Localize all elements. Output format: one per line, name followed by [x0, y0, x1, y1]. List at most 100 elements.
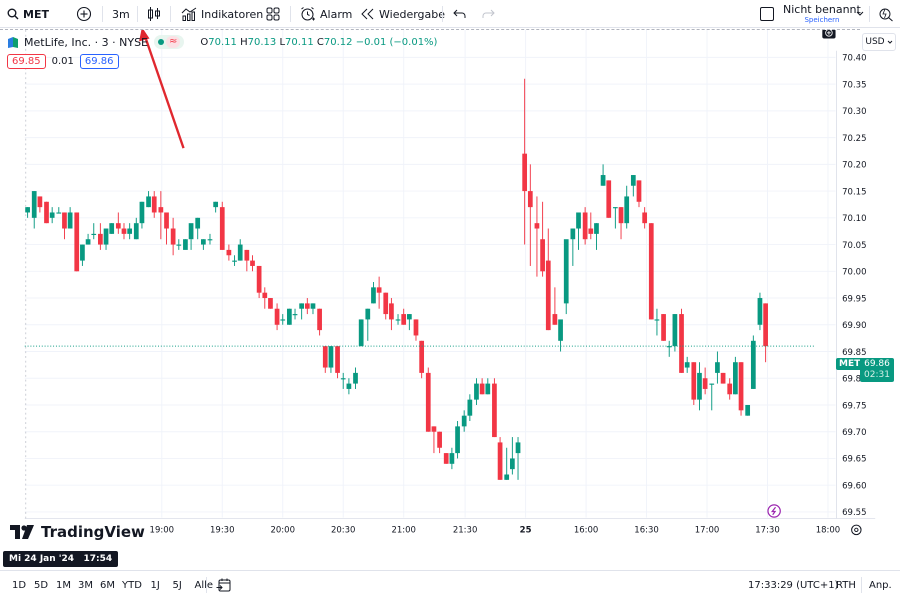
time-tick-label: 20:30 [331, 526, 356, 536]
candle [702, 367, 708, 395]
alert-button[interactable]: Alarm [300, 0, 352, 28]
candle [219, 201, 225, 250]
candle [286, 308, 292, 325]
chart-type-button[interactable] [147, 0, 161, 28]
layout-menu-chevron[interactable] [856, 0, 864, 28]
candle [44, 201, 49, 224]
candle [232, 255, 237, 266]
high-value: 70.13 [247, 36, 277, 48]
price-chart[interactable]: 70.40 70.35 70.30 70.25 70.20 70.15 70.10 70.05… [0, 30, 900, 545]
candle [207, 233, 213, 245]
close-value: 70.12 [323, 36, 353, 48]
checkbox-icon [760, 7, 774, 21]
price-tick-label: 70.20 [842, 161, 866, 171]
candle [576, 212, 581, 250]
candle [534, 196, 540, 277]
layout-name-button[interactable]: Nicht benannt Speichern [783, 0, 861, 28]
goto-date-button[interactable] [216, 571, 232, 599]
price-tick-label: 69.55 [842, 508, 866, 518]
currency-label: USD [865, 37, 885, 47]
range-button-1j[interactable]: 1J [150, 579, 160, 591]
price-axis[interactable]: 70.40 70.35 70.30 70.25 70.20 70.15 70.10 70.05… [842, 54, 866, 519]
range-button-5d[interactable]: 5D [34, 579, 49, 591]
clock-timezone-button[interactable]: 17:33:29 (UTC+1) [748, 571, 838, 599]
candle [630, 175, 636, 197]
candle [738, 362, 744, 416]
templates-button[interactable] [266, 0, 280, 28]
clock-label: 17:33:29 (UTC+1) [748, 579, 839, 591]
currency-selector[interactable]: USD [862, 33, 896, 51]
time-tick-label: 16:30 [634, 526, 659, 536]
range-button-1d[interactable]: 1D [12, 579, 27, 591]
candle [115, 212, 121, 234]
adjust-button[interactable]: Anp. [869, 571, 892, 599]
candle [709, 383, 715, 411]
candle [127, 223, 133, 240]
range-button-6m[interactable]: 6M [100, 579, 115, 591]
indicators-button[interactable]: Indikatoren [181, 0, 263, 28]
candle [636, 180, 642, 208]
symbol-search-button[interactable]: MET [7, 0, 49, 28]
candle [49, 207, 55, 224]
candle [679, 308, 684, 373]
quick-search-icon [879, 8, 893, 22]
market-status-pill[interactable]: ≈ [154, 35, 185, 49]
chevron-down-icon [856, 11, 864, 16]
session-button[interactable]: RTH [836, 571, 856, 599]
candle [750, 335, 756, 389]
buy-button[interactable]: 69.86 [79, 54, 119, 69]
quick-search-button[interactable] [878, 0, 894, 28]
time-tick-label: 19:30 [210, 526, 235, 536]
range-button-3m[interactable]: 3M [78, 579, 93, 591]
candle [371, 281, 376, 304]
range-button-1m[interactable]: 1M [56, 579, 71, 591]
redo-icon [482, 9, 495, 18]
divider [102, 6, 103, 22]
sell-button[interactable]: 69.85 [7, 54, 46, 69]
layout-checkbox[interactable] [760, 0, 774, 28]
range-button-ytd[interactable]: YTD [122, 579, 142, 591]
tradingview-logo[interactable]: TradingView [10, 523, 145, 541]
candle [340, 372, 346, 389]
candle [618, 207, 624, 240]
last-price-symbol: MET [839, 358, 861, 369]
axis-settings-icon[interactable] [851, 524, 862, 536]
symbol-title[interactable]: MetLife, Inc. · 3 · NYSE [24, 35, 149, 49]
undo-button[interactable] [453, 0, 467, 28]
compare-symbol-button[interactable] [76, 0, 92, 28]
last-price-tag: 69.86 02:31 [860, 357, 894, 382]
range-button-alle[interactable]: Alle [194, 579, 214, 591]
alert-label: Alarm [320, 7, 353, 21]
interval-button[interactable]: 3m [112, 0, 130, 28]
candle [492, 378, 497, 438]
candle [684, 356, 690, 373]
lightning-icon[interactable] [767, 504, 781, 518]
chevron-down-icon [887, 40, 892, 44]
alarm-clock-icon [301, 7, 315, 21]
candle [133, 217, 139, 240]
candle [425, 367, 431, 432]
candle [80, 244, 85, 266]
replay-button[interactable]: Wiedergabe [361, 0, 445, 28]
ohlc-values: O70.11 H70.13 L70.11 C70.12 −0.01 (−0.01… [200, 37, 437, 48]
candle [268, 298, 273, 309]
price-tick-label: 70.00 [842, 268, 866, 278]
add-plus-icon[interactable] [822, 30, 836, 39]
price-tick-label: 69.70 [842, 428, 866, 438]
redo-button[interactable] [481, 0, 495, 28]
close-key: C [316, 36, 324, 48]
candle [395, 314, 401, 325]
time-axis[interactable]: 19:00 19:30 20:00 20:30 21:00 21:30 25 16:00 16:… [150, 526, 841, 536]
candle [164, 212, 169, 245]
last-price-symbol-tag: MET [836, 357, 864, 370]
candle [37, 196, 43, 213]
candle [383, 292, 389, 320]
candle [606, 180, 612, 218]
candle [413, 319, 419, 341]
candle [485, 378, 491, 395]
candle [449, 447, 455, 470]
candle [666, 340, 672, 357]
low-value: 70.11 [285, 36, 314, 48]
range-button-5j[interactable]: 5J [172, 579, 182, 591]
candle [158, 191, 164, 240]
